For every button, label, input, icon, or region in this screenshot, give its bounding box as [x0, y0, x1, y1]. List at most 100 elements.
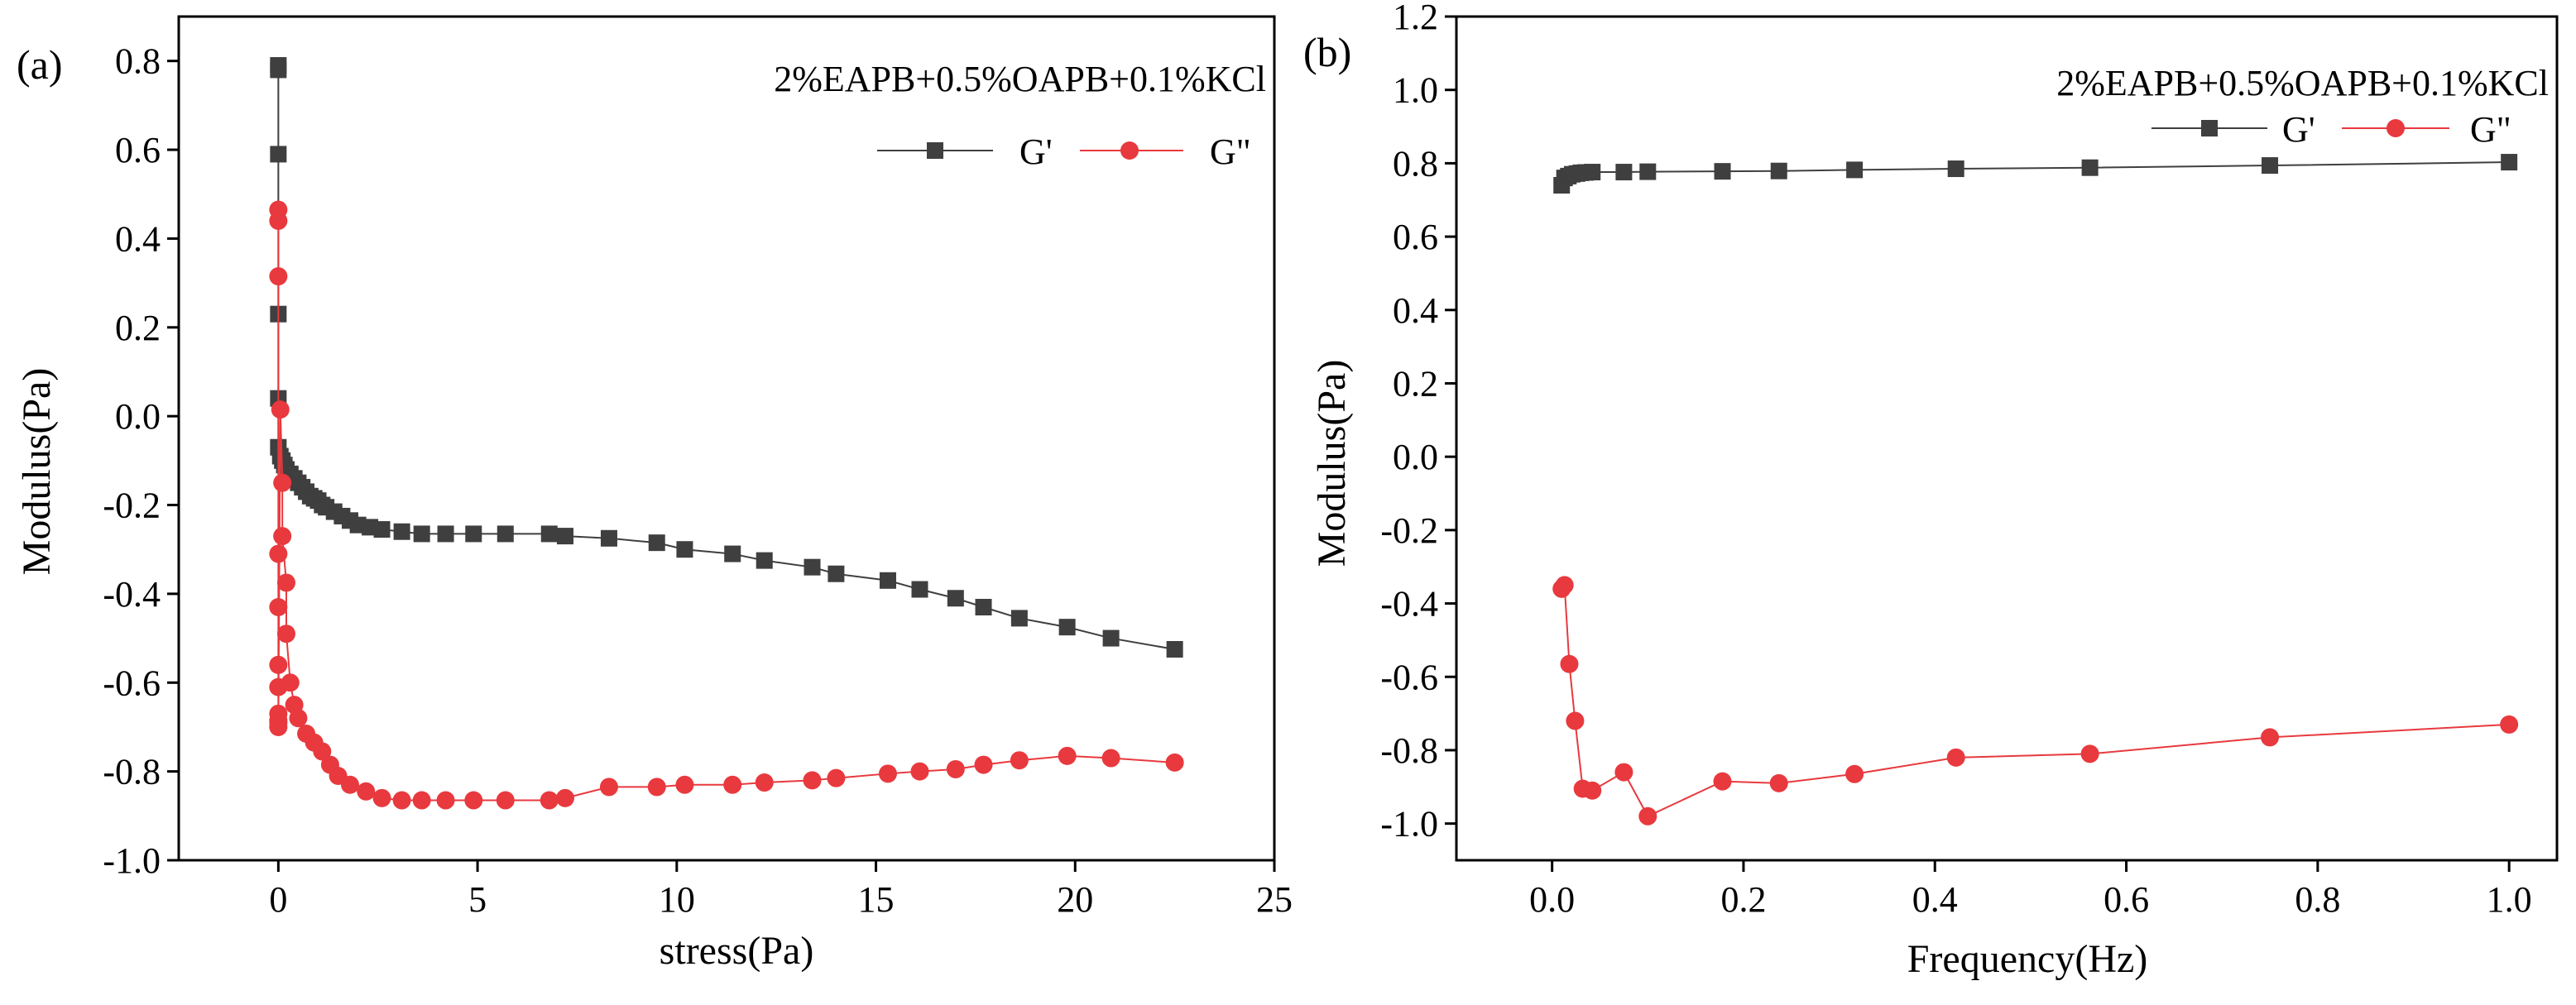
- data-point-g-prime-a: [724, 545, 741, 562]
- data-point-g-double-prime-b: [1566, 711, 1585, 730]
- data-point-g-prime-b: [1846, 161, 1864, 179]
- data-point-g-prime-a: [1010, 610, 1028, 627]
- series-g-prime-b: [1553, 154, 2518, 194]
- data-point-g-prime-a: [270, 61, 287, 79]
- data-point-g-double-prime-b: [1560, 654, 1579, 673]
- data-point-g-double-prime-a: [276, 573, 295, 592]
- y-tick-label-b: 0.0: [1393, 437, 1438, 477]
- legend-label-g-double-prime-a: G": [1210, 132, 1251, 172]
- annotation-b: 2%EAPB+0.5%OAPB+0.1%KCl: [2056, 63, 2549, 103]
- series-line-g-prime-b: [1561, 161, 2510, 186]
- data-point-g-double-prime-a: [357, 782, 376, 801]
- series-line-g-double-prime-b: [1561, 582, 2510, 818]
- data-point-g-prime-a: [540, 525, 558, 543]
- data-point-g-prime-a: [975, 599, 992, 615]
- data-point-g-double-prime-a: [647, 778, 666, 797]
- data-point-g-prime-b: [1639, 163, 1657, 180]
- y-tick-label-a: 0.2: [115, 308, 161, 348]
- annotation-a: 2%EAPB+0.5%OAPB+0.1%KCl: [774, 59, 1266, 99]
- x-tick-label-b: 0.8: [2295, 879, 2340, 920]
- y-tick-label-a: -1.0: [103, 840, 161, 881]
- y-tick-label-b: 0.2: [1393, 363, 1438, 404]
- data-point-g-double-prime-a: [313, 742, 332, 761]
- data-point-g-double-prime-a: [1165, 753, 1184, 772]
- data-point-g-double-prime-a: [269, 598, 288, 616]
- data-point-g-double-prime-a: [878, 764, 897, 783]
- y-tick-label-a: 0.4: [115, 218, 161, 259]
- data-point-g-prime-b: [2501, 154, 2518, 171]
- data-point-g-double-prime-b: [1555, 576, 1574, 595]
- data-point-g-prime-a: [393, 523, 410, 540]
- data-point-g-double-prime-a: [599, 778, 618, 797]
- data-point-g-prime-a: [648, 534, 665, 552]
- y-tick-label-b: 1.0: [1393, 70, 1438, 111]
- data-point-g-double-prime-a: [1010, 751, 1029, 770]
- y-tick-label-b: 0.8: [1393, 143, 1438, 184]
- data-point-g-prime-a: [911, 581, 928, 598]
- data-point-g-prime-a: [557, 528, 574, 545]
- y-tick-label-b: 0.6: [1393, 217, 1438, 257]
- data-point-g-double-prime-a: [496, 791, 515, 810]
- data-point-g-prime-a: [465, 525, 482, 543]
- x-tick-label-a: 0: [269, 879, 287, 920]
- y-tick-label-a: 0.8: [115, 41, 161, 82]
- legend-b: G' G": [2151, 109, 2511, 150]
- data-point-g-double-prime-b: [1713, 772, 1732, 791]
- data-point-g-prime-a: [947, 590, 964, 607]
- data-point-g-double-prime-b: [1769, 773, 1788, 792]
- x-tick-label-b: 0.0: [1529, 879, 1575, 920]
- data-point-g-double-prime-a: [827, 768, 846, 787]
- data-point-g-double-prime-a: [273, 527, 292, 546]
- plot-frame-a: [177, 15, 1276, 862]
- y-tick-label-a: 0.6: [115, 130, 161, 170]
- data-point-g-prime-a: [827, 565, 845, 582]
- data-point-g-double-prime-a: [1058, 746, 1077, 765]
- data-point-g-double-prime-b: [2080, 744, 2099, 763]
- data-point-g-double-prime-a: [946, 759, 965, 778]
- y-tick-label-a: -0.6: [103, 663, 161, 703]
- data-point-g-prime-a: [600, 529, 617, 547]
- y-tick-label-b: 0.4: [1393, 290, 1438, 331]
- data-point-g-prime-a: [756, 552, 773, 569]
- y-tick-label-b: -0.8: [1380, 730, 1438, 771]
- data-point-g-double-prime-a: [276, 625, 295, 644]
- data-point-g-double-prime-a: [341, 775, 360, 794]
- data-point-g-prime-a: [1166, 641, 1183, 658]
- data-point-g-double-prime-a: [755, 773, 774, 792]
- data-point-g-double-prime-a: [910, 762, 929, 781]
- series-line-g-double-prime-a: [277, 209, 1175, 802]
- x-tick-label-b: 0.6: [2103, 879, 2149, 920]
- data-point-g-double-prime-a: [974, 755, 993, 774]
- data-point-g-double-prime-a: [273, 473, 292, 492]
- data-point-g-prime-a: [1058, 619, 1076, 636]
- plot-frame-b: [1455, 15, 2559, 862]
- data-point-g-prime-b: [1770, 162, 1787, 179]
- data-point-g-double-prime-a: [723, 775, 742, 794]
- data-point-g-double-prime-a: [372, 788, 391, 807]
- x-axis-label-a: stress(Pa): [660, 929, 814, 973]
- data-point-g-double-prime-b: [1845, 764, 1864, 783]
- data-point-g-prime-a: [270, 146, 287, 163]
- chart-panel-b: (b) Modulus(Pa) Frequency(Hz) 2%EAPB+0.5…: [1303, 0, 2559, 981]
- data-point-g-prime-b: [1584, 164, 1601, 181]
- data-point-g-double-prime-b: [2500, 715, 2519, 734]
- data-point-g-prime-a: [413, 525, 430, 543]
- data-point-g-double-prime-a: [675, 775, 694, 794]
- legend-marker-g-double-prime-b: [2387, 119, 2405, 137]
- data-point-g-double-prime-a: [1101, 749, 1120, 768]
- data-point-g-double-prime-a: [271, 400, 290, 419]
- legend-marker-g-prime-a: [927, 142, 943, 159]
- y-axis-label-b: Modulus(Pa): [1310, 360, 1354, 567]
- data-point-g-prime-b: [1714, 163, 1731, 180]
- data-point-g-prime-a: [1102, 629, 1120, 647]
- legend-label-g-prime-b: G': [2282, 109, 2315, 150]
- data-point-g-double-prime-a: [269, 211, 288, 230]
- x-tick-label-a: 25: [1256, 879, 1293, 920]
- x-axis-label-b: Frequency(Hz): [1907, 937, 2148, 981]
- legend-marker-g-prime-b: [2201, 120, 2218, 136]
- data-point-g-double-prime-b: [1583, 781, 1602, 800]
- legend-label-g-double-prime-b: G": [2470, 109, 2511, 150]
- data-point-g-prime-a: [496, 525, 514, 543]
- series-g-prime-a: [270, 57, 1183, 658]
- data-point-g-double-prime-a: [803, 771, 822, 790]
